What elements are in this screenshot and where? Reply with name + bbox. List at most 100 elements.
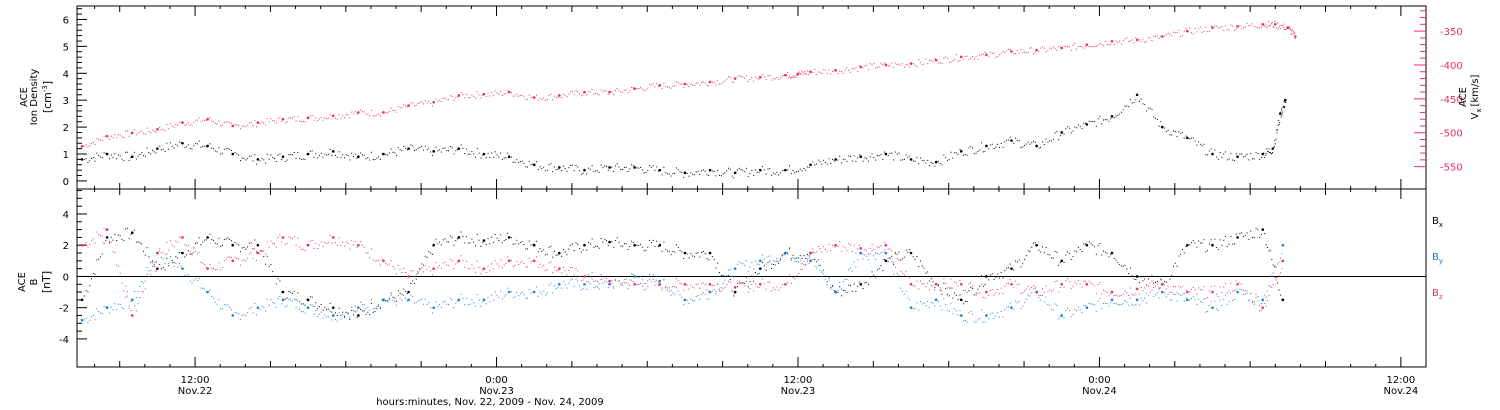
bx-dot (1095, 253, 1097, 255)
by-dot (184, 274, 186, 276)
density-dot (440, 151, 442, 153)
velocity-dot (1194, 28, 1196, 30)
bx-dot (1272, 264, 1274, 266)
density-dot (656, 166, 658, 168)
by-dot (591, 278, 593, 280)
density-dot (363, 154, 365, 156)
bz-dot (108, 241, 110, 243)
velocity-dot (791, 76, 793, 78)
bx-dot (848, 284, 850, 286)
bz-dot (702, 282, 704, 284)
density-dot (525, 166, 527, 168)
density-dot (1169, 134, 1171, 136)
bx-dot (851, 290, 853, 292)
density-dot (469, 153, 471, 155)
density-dot (1151, 108, 1153, 110)
by-dot (1248, 300, 1250, 302)
bz-dot (751, 283, 753, 285)
bx-dot (455, 240, 457, 242)
density-dot (952, 157, 954, 159)
bz-point (206, 267, 209, 270)
bz-dot (801, 269, 803, 271)
by-dot (518, 295, 520, 297)
density-dot (1049, 140, 1051, 142)
density-dot (1226, 159, 1228, 161)
velocity-dot (989, 51, 991, 53)
by-dot (751, 262, 753, 264)
density-dot (125, 151, 127, 153)
by-dot (279, 296, 281, 298)
bz-dot (774, 288, 776, 290)
bz-point (859, 247, 863, 250)
bz-dot (550, 261, 552, 263)
bz-dot (293, 236, 295, 238)
bz-dot (340, 244, 342, 246)
velocity-dot (128, 135, 130, 137)
bz-dot (528, 257, 530, 259)
density-dot (101, 157, 103, 159)
velocity-dot (272, 120, 274, 122)
bz-dot (101, 235, 103, 237)
by-dot (968, 312, 970, 314)
by-dot (1126, 301, 1128, 303)
velocity-dot (781, 75, 783, 77)
density-dot (390, 148, 392, 150)
bz-dot (907, 276, 909, 278)
bx-dot (1271, 259, 1273, 261)
density-dot (1253, 158, 1255, 160)
by-dot (516, 292, 518, 294)
bx-dot (580, 251, 582, 253)
bz-dot (722, 288, 724, 290)
bz-dot (241, 260, 243, 262)
density-dot (742, 169, 744, 171)
bz-dot (649, 278, 651, 280)
bz-dot (1027, 286, 1029, 288)
velocity-dot (492, 94, 494, 96)
by-dot (1281, 253, 1283, 255)
bx-dot (487, 238, 489, 240)
bz-dot (160, 252, 162, 254)
bx-dot (652, 239, 654, 241)
velocity-dot (480, 97, 482, 99)
bz-dot (753, 290, 755, 292)
by-dot (754, 260, 756, 262)
bx-dot (442, 239, 444, 241)
bz-dot (622, 284, 624, 286)
velocity-dot (568, 93, 570, 95)
by-dot (401, 299, 403, 301)
bx-dot (431, 253, 433, 255)
bx-dot (211, 239, 213, 241)
density-dot (1033, 140, 1035, 142)
by-dot (1133, 305, 1135, 307)
bx-dot (902, 258, 904, 260)
bz-dot (1047, 290, 1049, 292)
velocity-dot (403, 104, 405, 106)
by-dot (611, 282, 613, 284)
by-dot (1214, 300, 1216, 302)
by-dot (654, 280, 656, 282)
by-point (1110, 298, 1114, 302)
velocity-dot (729, 76, 731, 78)
velocity-dot (695, 82, 697, 84)
by-dot (466, 297, 468, 299)
by-dot (1052, 309, 1054, 311)
density-dot (98, 155, 100, 157)
density-dot (256, 163, 258, 165)
bx-dot (259, 250, 261, 252)
bx-dot (160, 268, 162, 270)
bx-dot (767, 261, 769, 263)
velocity-dot (1276, 27, 1278, 29)
bz-dot (309, 240, 311, 242)
bx-dot (419, 268, 421, 270)
bx-dot (641, 246, 643, 248)
bz-dot (247, 257, 249, 259)
velocity-dot (99, 139, 101, 141)
velocity-dot (1097, 44, 1099, 46)
bz-dot (299, 246, 301, 248)
bz-dot (94, 242, 96, 244)
velocity-dot (1235, 28, 1237, 30)
velocity-dot (814, 69, 816, 71)
by-dot (291, 300, 293, 302)
by-dot (256, 314, 258, 316)
by-dot (977, 319, 979, 321)
